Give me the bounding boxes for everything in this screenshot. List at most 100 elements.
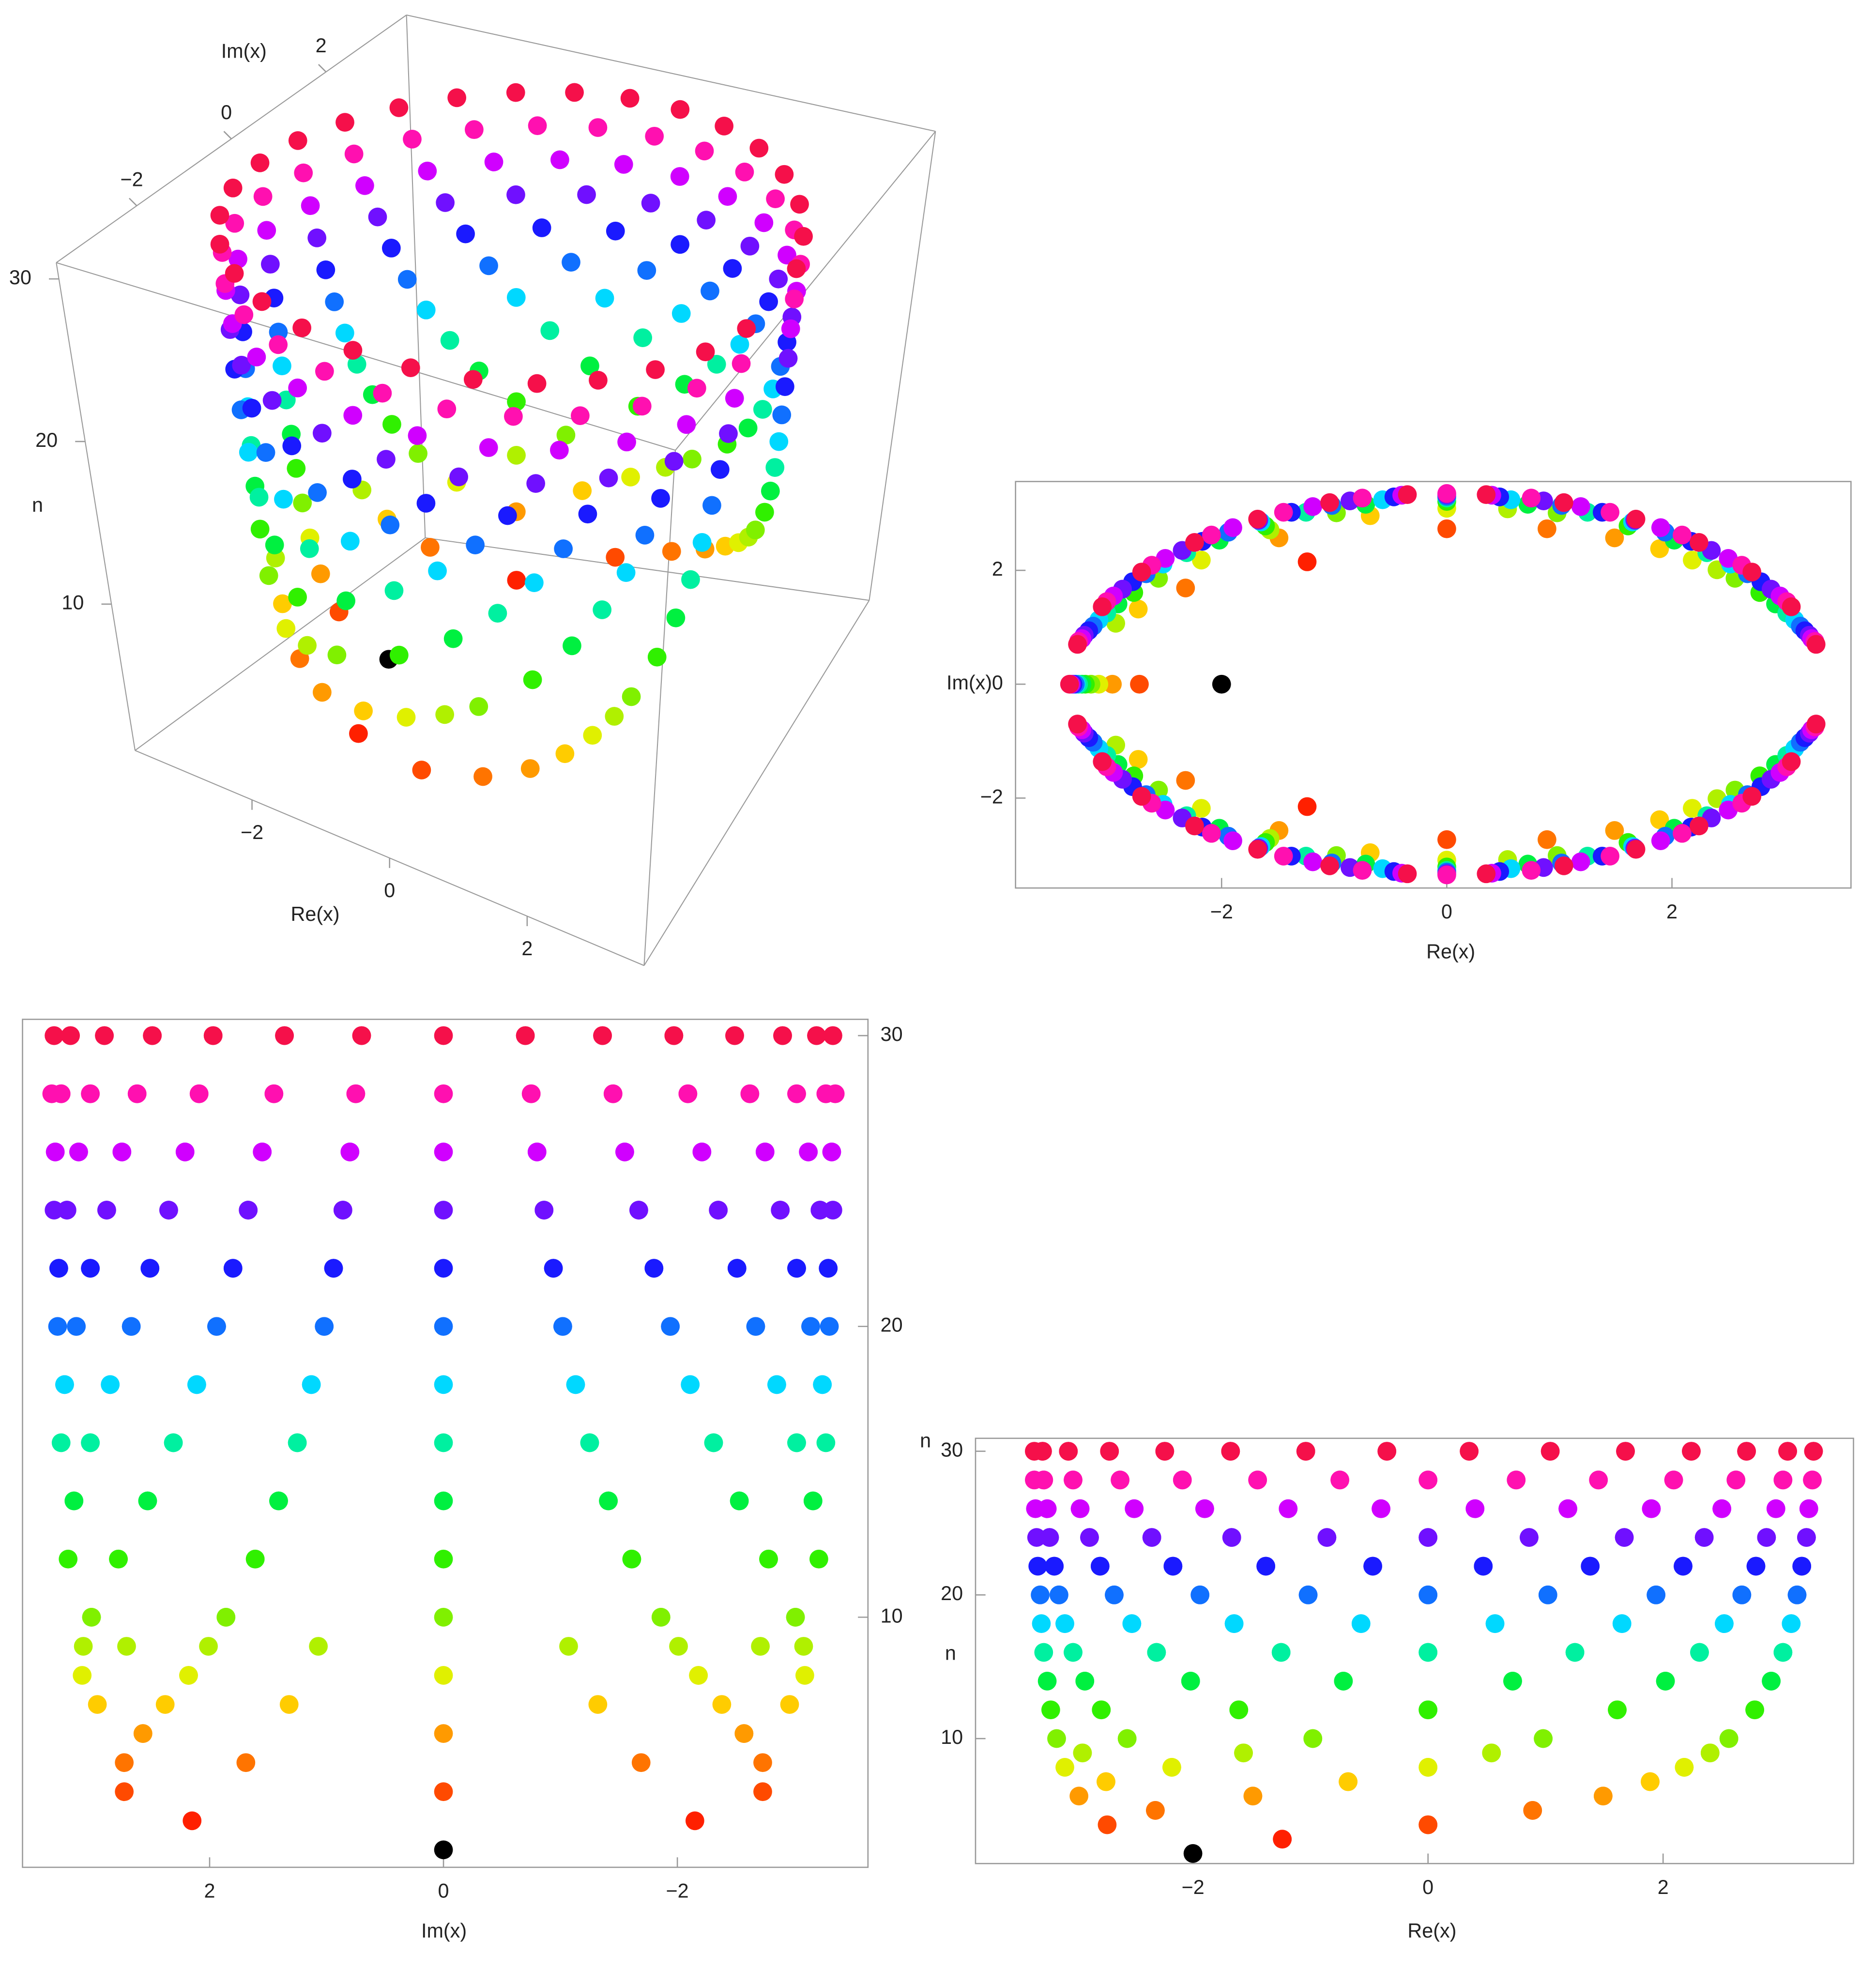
root-point [1616, 1442, 1635, 1461]
root-point [735, 162, 754, 182]
y-axis-label: Im(x) [946, 672, 992, 694]
root-point [275, 1026, 294, 1045]
root-point [257, 221, 276, 240]
root-point [1715, 1614, 1734, 1633]
root-point [138, 1491, 157, 1511]
root-point [1032, 1614, 1051, 1633]
x-tick-label: 2 [204, 1880, 215, 1902]
root-point [737, 319, 756, 338]
root-point [336, 591, 355, 611]
x-tick-label: −2 [1210, 901, 1233, 923]
root-point [456, 224, 475, 244]
root-point [571, 406, 590, 425]
root-point [1690, 1643, 1709, 1662]
root-point [434, 1782, 453, 1801]
root-point [1712, 1499, 1731, 1518]
root-point [418, 161, 437, 181]
root-point [1212, 674, 1231, 694]
root-point [1642, 1499, 1661, 1518]
root-point [1055, 1614, 1074, 1633]
root-point [273, 356, 291, 376]
root-point [771, 1201, 790, 1220]
root-point [1799, 1499, 1818, 1518]
root-point [97, 1201, 116, 1220]
root-point [288, 1433, 307, 1452]
root-point [230, 285, 250, 305]
root-point [382, 415, 401, 434]
root-point [1060, 674, 1079, 694]
root-point [578, 504, 597, 524]
root-point [1737, 1442, 1756, 1461]
root-point [1297, 797, 1317, 816]
box-edge [406, 15, 936, 132]
root-point [527, 1142, 547, 1161]
root-point [550, 441, 569, 460]
root-point [115, 1782, 134, 1801]
root-point [1437, 830, 1456, 849]
root-point [436, 193, 455, 212]
root-point [223, 178, 243, 198]
root-point [115, 1753, 134, 1772]
root-point [1418, 1758, 1438, 1777]
root-point [288, 378, 307, 397]
root-point [1485, 1614, 1505, 1633]
root-point [355, 176, 374, 195]
root-point [473, 767, 492, 786]
root-point [1185, 533, 1204, 552]
root-point [1132, 787, 1151, 806]
root-point [308, 483, 327, 502]
root-point [301, 196, 320, 215]
root-point [81, 1084, 100, 1103]
y-axis-label: Im(x) [221, 40, 267, 62]
root-point [463, 370, 483, 389]
root-point [1523, 1801, 1542, 1820]
root-point [443, 629, 463, 648]
root-point [260, 255, 280, 274]
root-point [550, 150, 569, 169]
root-point [234, 305, 254, 324]
root-point [749, 138, 769, 158]
root-point [1477, 864, 1496, 884]
root-point [1234, 1743, 1253, 1763]
root-point [1673, 525, 1692, 545]
root-point [769, 432, 789, 451]
root-point [434, 1549, 453, 1569]
root-point [440, 331, 459, 350]
root-point [57, 1201, 76, 1220]
root-point [599, 1491, 618, 1511]
root-point [276, 619, 296, 638]
root-point [719, 424, 738, 443]
root-point [434, 1201, 453, 1220]
root-point [766, 189, 785, 209]
root-point [1031, 1585, 1050, 1604]
root-point [434, 1026, 453, 1045]
root-point [1064, 1470, 1083, 1490]
root-point [1274, 503, 1293, 522]
root-point [629, 1201, 648, 1220]
root-point [647, 647, 667, 667]
root-point [434, 1084, 453, 1103]
y-tick [318, 64, 327, 73]
root-point [155, 1695, 175, 1714]
root-point [1224, 1614, 1244, 1633]
root-point [1037, 1671, 1057, 1691]
root-point [409, 444, 427, 463]
root-point [1055, 1758, 1074, 1777]
root-point [259, 566, 278, 585]
root-point [507, 445, 526, 465]
y-tick-label: 0 [992, 672, 1003, 694]
root-point [641, 194, 660, 213]
root-point [1045, 1557, 1064, 1576]
root-point [1129, 750, 1148, 769]
root-point [64, 1491, 84, 1511]
root-point [225, 264, 244, 283]
root-point [523, 670, 542, 689]
root-point [349, 724, 368, 743]
root-point [562, 253, 580, 272]
root-point [488, 604, 507, 623]
root-point [616, 563, 636, 582]
root-point [253, 187, 273, 206]
root-point [264, 1084, 284, 1103]
root-point [795, 1666, 814, 1685]
root-point [434, 1259, 453, 1278]
